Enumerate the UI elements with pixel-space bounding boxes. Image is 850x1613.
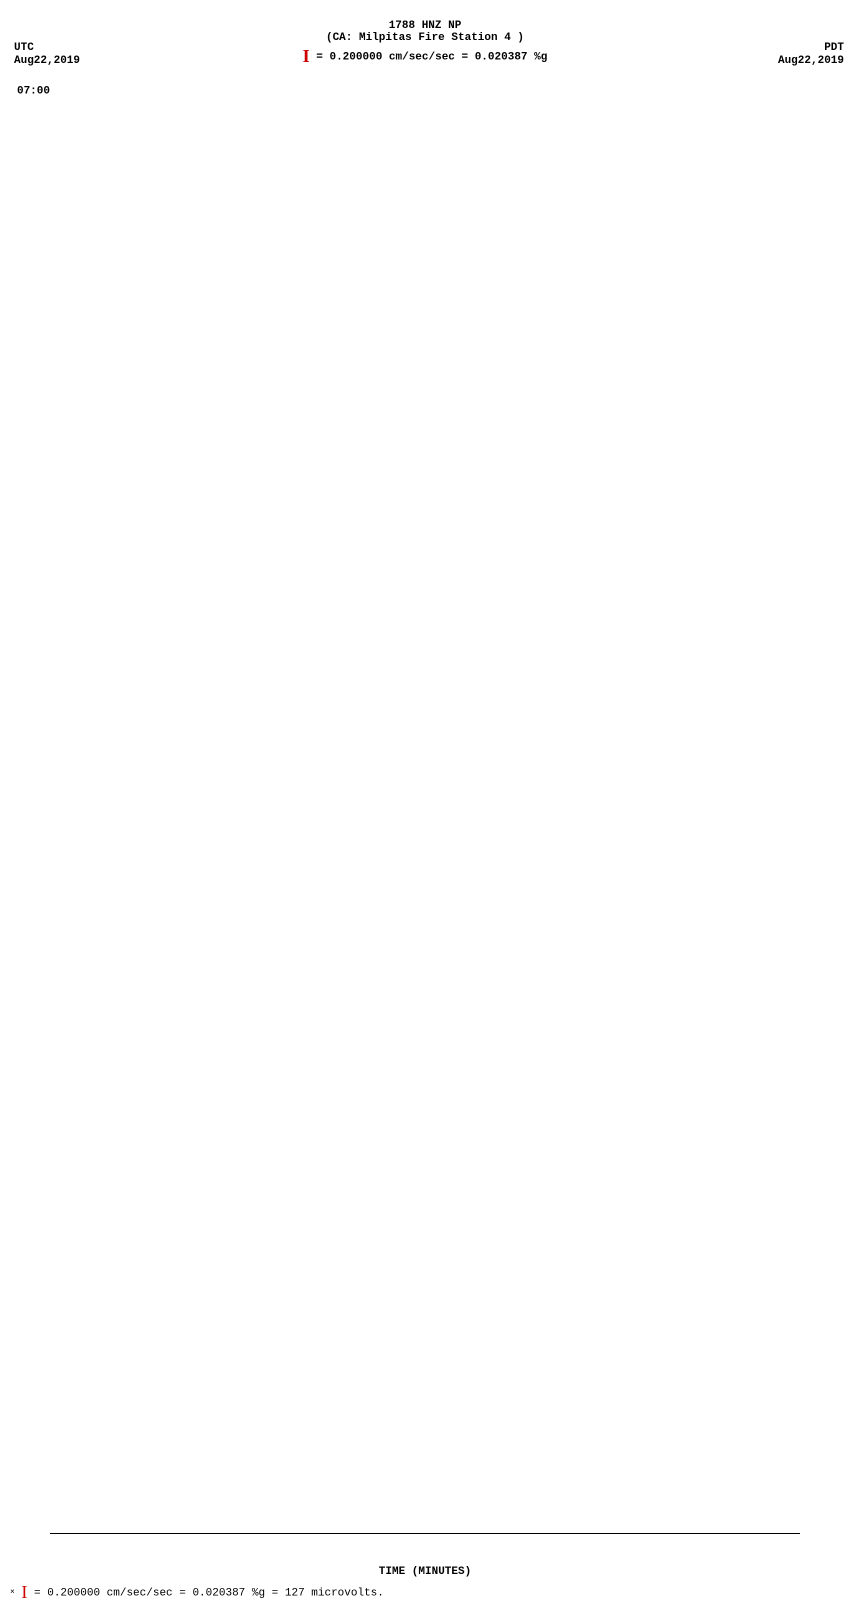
date-right-label: Aug22,2019: [778, 55, 844, 67]
header: 1788 HNZ NP (CA: Milpitas Fire Station 4…: [0, 0, 850, 67]
left-time-labels: 07:00: [4, 85, 50, 1533]
right-time-labels: [800, 85, 846, 1533]
seismogram-container: 1788 HNZ NP (CA: Milpitas Fire Station 4…: [0, 0, 850, 1613]
scale-text: = 0.200000 cm/sec/sec = 0.020387 %g: [316, 51, 547, 63]
tz-left-label: UTC: [14, 42, 34, 54]
date-left-label: Aug22,2019: [14, 55, 80, 67]
station-name: (CA: Milpitas Fire Station 4 ): [0, 32, 850, 44]
footer-x-icon: ×: [10, 1588, 15, 1597]
chart-area: [50, 85, 800, 1533]
hour-label-left: 07:00: [4, 87, 50, 98]
footer: × I = 0.200000 cm/sec/sec = 0.020387 %g …: [10, 1582, 384, 1603]
scale-bar-icon: I: [303, 46, 310, 66]
x-axis-title: TIME (MINUTES): [0, 1566, 850, 1578]
seismogram-traces: [50, 85, 800, 1533]
footer-text: = 0.200000 cm/sec/sec = 0.020387 %g = 12…: [34, 1587, 384, 1599]
x-axis: [50, 1533, 800, 1563]
station-id: 1788 HNZ NP: [0, 20, 850, 32]
footer-scale-icon: I: [21, 1582, 27, 1602]
tz-right-label: PDT: [824, 42, 844, 54]
scale-bar: I = 0.200000 cm/sec/sec = 0.020387 %g: [0, 46, 850, 67]
